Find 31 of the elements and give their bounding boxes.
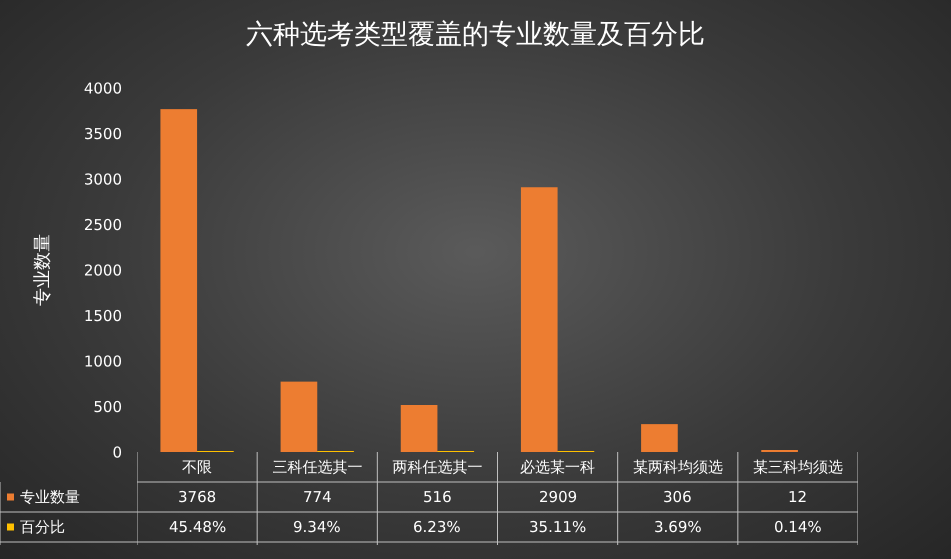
legend-label: 百分比 xyxy=(20,518,65,536)
data-label: 3768 xyxy=(178,488,216,506)
x-tick-label: 某两科均须选 xyxy=(632,458,723,476)
data-label: 6.23% xyxy=(413,518,461,536)
y-tick-label: 0 xyxy=(112,443,122,462)
x-tick-label: 不限 xyxy=(182,458,212,476)
data-label: 0.14% xyxy=(774,518,822,536)
y-tick-label: 500 xyxy=(93,398,122,416)
y-tick-label: 1000 xyxy=(84,352,122,370)
data-label: 2909 xyxy=(539,488,578,506)
y-tick-label: 2500 xyxy=(84,216,122,234)
data-label: 12 xyxy=(788,488,808,506)
chart-title: 六种选考类型覆盖的专业数量及百分比 xyxy=(246,18,705,50)
data-label: 9.34% xyxy=(293,518,341,536)
data-label: 3.69% xyxy=(654,518,702,536)
y-tick-label: 3000 xyxy=(84,170,122,188)
data-label: 516 xyxy=(423,488,452,506)
data-label: 306 xyxy=(663,488,692,506)
data-label: 774 xyxy=(303,488,332,506)
legend-label: 专业数量 xyxy=(20,488,80,506)
x-tick-label: 三科任选其一 xyxy=(272,458,362,476)
y-tick-label: 1500 xyxy=(84,306,122,325)
x-tick-label: 两科任选其一 xyxy=(392,458,482,476)
data-label: 35.11% xyxy=(529,518,586,536)
y-axis-title: 专业数量 xyxy=(32,234,54,306)
x-tick-label: 某三科均须选 xyxy=(752,458,843,476)
data-label: 45.48% xyxy=(169,518,226,536)
y-tick-label: 3500 xyxy=(84,124,122,143)
x-tick-label: 必选某一科 xyxy=(520,458,596,476)
y-tick-label: 4000 xyxy=(84,79,122,98)
y-tick-label: 2000 xyxy=(84,261,122,280)
